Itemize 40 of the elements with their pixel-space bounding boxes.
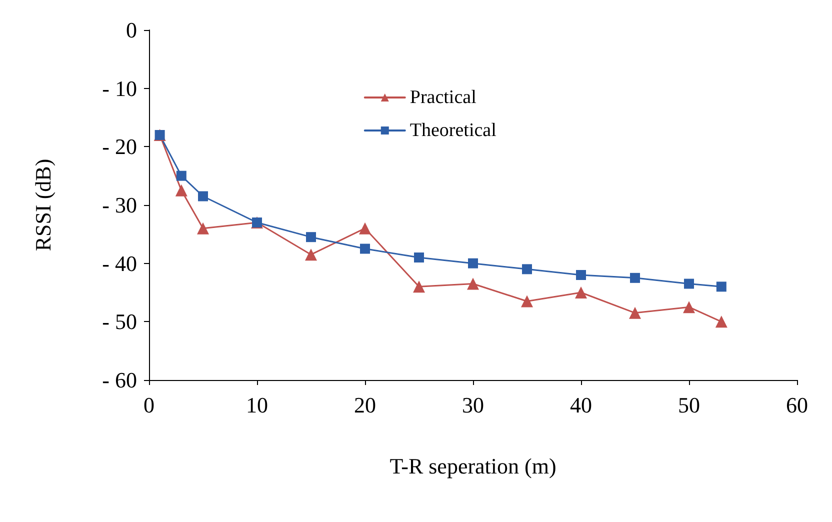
point (413, 280, 425, 293)
point (414, 252, 424, 262)
point (306, 232, 316, 242)
y-tick-label: 0 (126, 18, 137, 42)
x-tick-label: 40 (570, 392, 592, 418)
x-tick-label: 60 (786, 392, 808, 418)
legend-label: Theoretical (410, 120, 496, 141)
point (684, 278, 694, 289)
point (522, 264, 532, 274)
point (575, 286, 587, 298)
point (198, 191, 208, 202)
x-tick-label: 0 (144, 392, 154, 418)
y-tick-label: - 30 (102, 192, 137, 218)
point (576, 270, 586, 280)
point (176, 170, 186, 181)
x-tick-label: 50 (678, 392, 700, 418)
point (629, 306, 641, 319)
y-tick-label: - 20 (102, 134, 137, 160)
point (360, 244, 370, 254)
point (521, 295, 533, 308)
point (197, 222, 209, 234)
legend-label: Practical (410, 87, 476, 108)
point (467, 278, 479, 290)
point (305, 248, 317, 261)
x-tick-label: 30 (462, 392, 484, 418)
x-tick-label: 10 (246, 392, 268, 418)
y-tick-label: - 50 (102, 309, 137, 334)
point (359, 222, 371, 234)
y-tick-label: - 10 (102, 76, 137, 101)
point (716, 282, 726, 292)
point (175, 184, 188, 196)
x-tick-label: 20 (354, 392, 376, 418)
y-tick-label: - 60 (102, 368, 137, 392)
point (715, 316, 728, 328)
point (683, 301, 695, 314)
y-axis-title: RSSI (dB) (30, 158, 56, 252)
point (630, 272, 640, 283)
x-axis-title: T-R seperation (m) (390, 454, 556, 478)
point (468, 258, 478, 268)
y-tick-label: - 40 (102, 250, 137, 276)
